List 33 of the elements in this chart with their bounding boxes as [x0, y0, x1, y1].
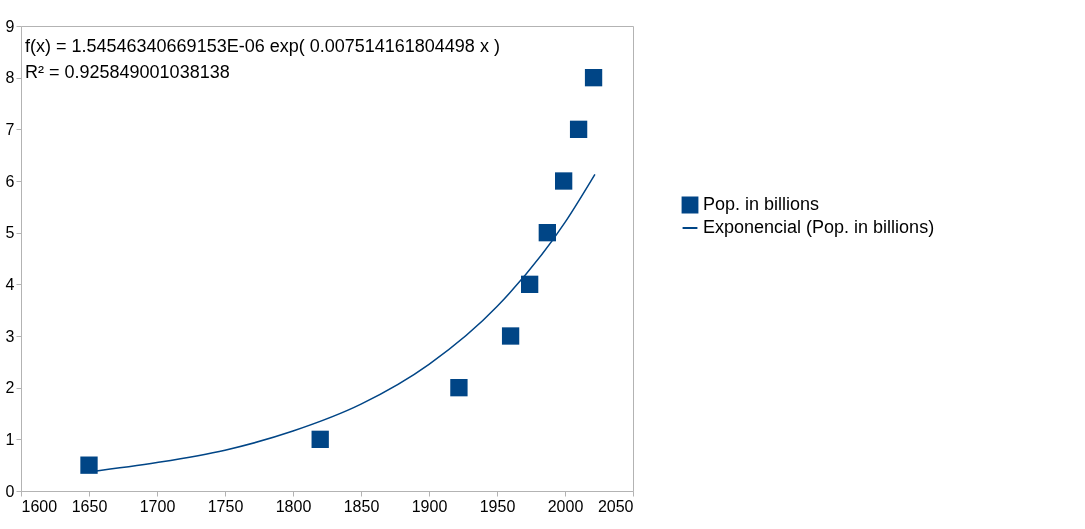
- point: [538, 224, 556, 242]
- y-tick-label: 9: [5, 17, 15, 35]
- point: [450, 379, 468, 397]
- legend-label: Exponencial (Pop. in billions): [703, 217, 935, 237]
- x-tick-label: 2000: [547, 497, 584, 515]
- annotation: R² = 0.925849001038138: [25, 62, 230, 82]
- x-tick-label: 1600: [21, 497, 58, 515]
- y-tick-label: 6: [5, 172, 15, 190]
- x-tick-label: 1850: [343, 497, 380, 515]
- x-tick-label: 1800: [275, 497, 312, 515]
- x-tick-label: 1950: [479, 497, 516, 515]
- y-tick-label: 8: [5, 69, 15, 87]
- x-tick-label: 1750: [207, 497, 244, 515]
- point: [584, 69, 603, 87]
- y-tick-label: 0: [5, 482, 15, 500]
- y-tick-label: 4: [5, 275, 15, 293]
- point: [520, 275, 539, 293]
- y-tick-label: 7: [5, 120, 15, 138]
- legend-label: Pop. in billions: [703, 194, 820, 214]
- point: [80, 456, 98, 474]
- point: [501, 327, 520, 345]
- y-tick-label: 5: [5, 224, 15, 242]
- x-tick-label: 2050: [597, 497, 634, 515]
- x-tick-label: 1700: [139, 497, 176, 515]
- x-tick-label: 1900: [411, 497, 448, 515]
- y-tick-label: 2: [5, 379, 15, 397]
- point: [554, 172, 573, 190]
- point: [569, 120, 588, 138]
- y-tick-label: 1: [5, 430, 15, 448]
- x-tick-label: 1650: [71, 497, 108, 515]
- point: [311, 430, 329, 448]
- y-tick-label: 3: [5, 327, 15, 345]
- annotation: f(x) = 1.54546340669153E-06 exp( 0.007514161804498 x ): [25, 36, 500, 56]
